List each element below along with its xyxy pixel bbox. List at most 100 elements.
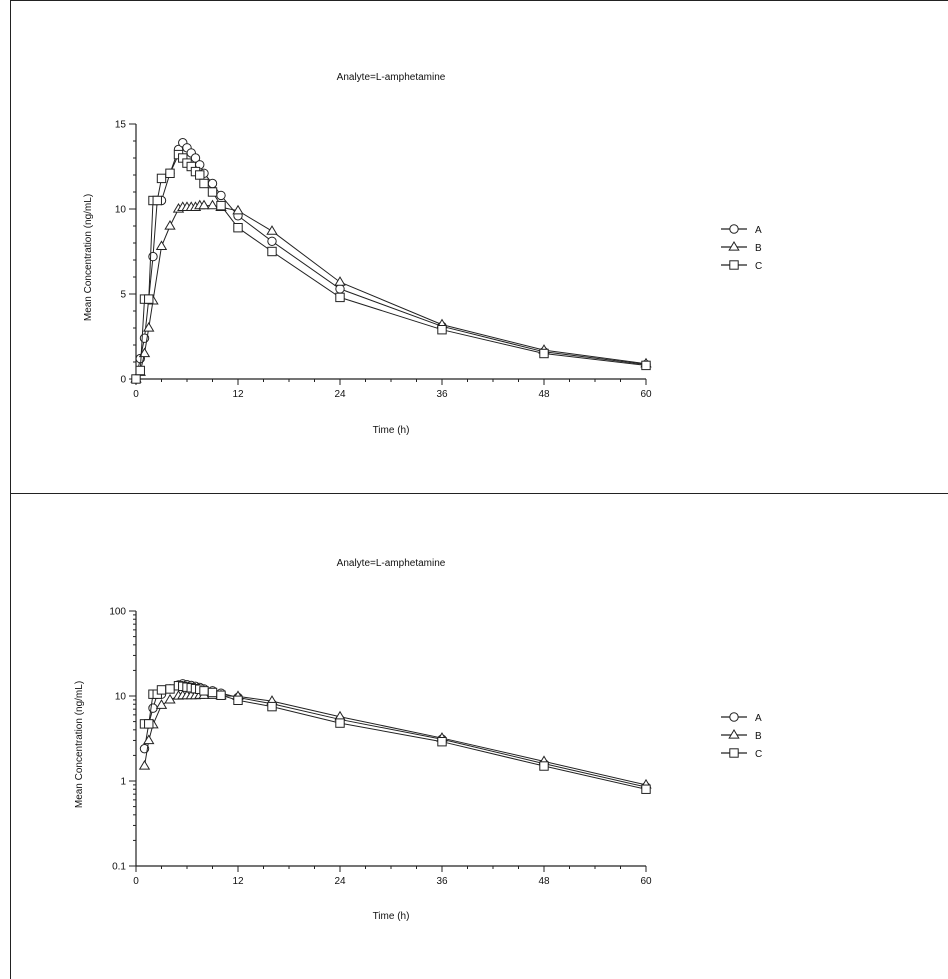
data-point <box>155 240 168 251</box>
y-tick-label: 0.1 <box>112 862 126 873</box>
x-tick-label: 36 <box>436 389 448 400</box>
y-tick-label: 10 <box>115 692 127 703</box>
series-a <box>131 138 651 384</box>
x-tick-label: 48 <box>538 876 550 887</box>
y-axis-label: Mean Concentration (ng/mL) <box>74 681 85 808</box>
linear-chart-panel: Analyte=L-amphetamine 0 12 24 36 48 60 0 5 10 15 Ti… <box>10 0 948 494</box>
legend-marker <box>729 224 739 234</box>
legend-marker <box>729 712 739 722</box>
x-tick-label: 0 <box>133 876 139 887</box>
x-tick-label: 12 <box>232 876 244 887</box>
data-point <box>199 686 209 696</box>
legend-item: C <box>721 748 762 760</box>
linear-concentration-chart: Analyte=L-amphetamine 0 12 24 36 48 60 0 5 10 15 Ti… <box>83 72 762 436</box>
legend-item: A <box>721 224 762 236</box>
legend-item: A <box>721 712 762 724</box>
x-tick-label: 24 <box>334 389 346 400</box>
data-point <box>266 225 278 235</box>
series-line <box>135 141 647 380</box>
series-c <box>131 149 651 384</box>
data-point <box>156 173 167 184</box>
series-c <box>139 681 651 794</box>
data-point <box>216 690 226 700</box>
data-point <box>198 199 210 210</box>
y-tick-label: 15 <box>115 120 127 131</box>
data-point <box>267 701 277 712</box>
data-point <box>206 199 219 210</box>
y-tick-label: 0 <box>120 375 126 386</box>
data-point <box>437 325 447 335</box>
legend-item: B <box>721 729 762 742</box>
data-point <box>207 178 218 189</box>
chart-title: Analyte=L-amphetamine <box>337 558 446 569</box>
legend-label: C <box>755 749 762 760</box>
data-point <box>131 374 141 384</box>
data-point <box>143 322 155 332</box>
series-line <box>135 205 647 380</box>
data-point <box>207 187 218 197</box>
log-concentration-chart: Analyte=L-amphetamine 0 12 24 36 48 60 0.1 1 10 10… <box>74 558 762 922</box>
legend-marker <box>729 260 739 270</box>
data-point <box>135 365 145 376</box>
x-tick-label: 48 <box>538 389 550 400</box>
x-axis-label: Time (h) <box>373 911 410 922</box>
y-tick-label: 1 <box>120 777 126 788</box>
data-point <box>539 761 549 771</box>
data-point <box>148 703 158 713</box>
x-tick-label: 60 <box>640 389 652 400</box>
data-point <box>233 695 243 706</box>
x-tick-label: 24 <box>334 876 346 887</box>
y-tick-label: 100 <box>109 607 126 618</box>
data-point <box>437 736 447 747</box>
x-tick-label: 12 <box>232 389 244 400</box>
data-point <box>164 693 176 704</box>
legend-marker <box>728 729 740 739</box>
data-point <box>335 292 345 303</box>
data-point <box>334 276 346 286</box>
data-point <box>207 687 218 698</box>
data-point <box>155 699 168 709</box>
data-point <box>539 348 549 359</box>
data-point <box>195 170 205 180</box>
data-point <box>216 190 226 201</box>
data-point <box>267 236 277 247</box>
data-point <box>156 685 167 695</box>
series-line <box>144 694 647 786</box>
x-tick-label: 36 <box>436 876 448 887</box>
x-axis-label: Time (h) <box>373 425 410 436</box>
legend-marker <box>729 748 739 758</box>
data-point <box>267 246 277 257</box>
x-tick-label: 60 <box>640 876 652 887</box>
y-tick-label: 5 <box>120 290 126 301</box>
data-point <box>165 168 175 179</box>
data-point <box>165 684 175 694</box>
data-point <box>164 220 176 230</box>
log-chart-panel: Analyte=L-amphetamine 0 12 24 36 48 60 0.1 1 10 10… <box>10 494 948 979</box>
data-point <box>199 178 209 189</box>
legend-label: B <box>755 243 762 254</box>
y-axis-label: Mean Concentration (ng/mL) <box>83 194 94 321</box>
data-point <box>233 223 243 233</box>
legend-label: A <box>755 225 762 236</box>
data-point <box>335 718 345 728</box>
y-tick-label: 10 <box>115 205 127 216</box>
data-point <box>232 204 244 215</box>
chart-title: Analyte=L-amphetamine <box>337 72 446 83</box>
data-point <box>144 719 154 729</box>
legend-item: C <box>721 260 762 272</box>
data-point <box>216 200 226 211</box>
data-point <box>138 347 151 358</box>
legend-label: A <box>755 713 762 724</box>
legend-label: B <box>755 731 762 742</box>
data-point <box>641 784 651 794</box>
series-line <box>144 685 647 790</box>
data-point <box>143 734 155 745</box>
x-tick-label: 0 <box>133 389 139 400</box>
legend-item: B <box>721 241 762 254</box>
legend-marker <box>728 241 740 251</box>
data-point <box>144 294 154 304</box>
legend-label: C <box>755 261 762 272</box>
data-point <box>335 284 345 294</box>
data-point <box>138 760 151 770</box>
